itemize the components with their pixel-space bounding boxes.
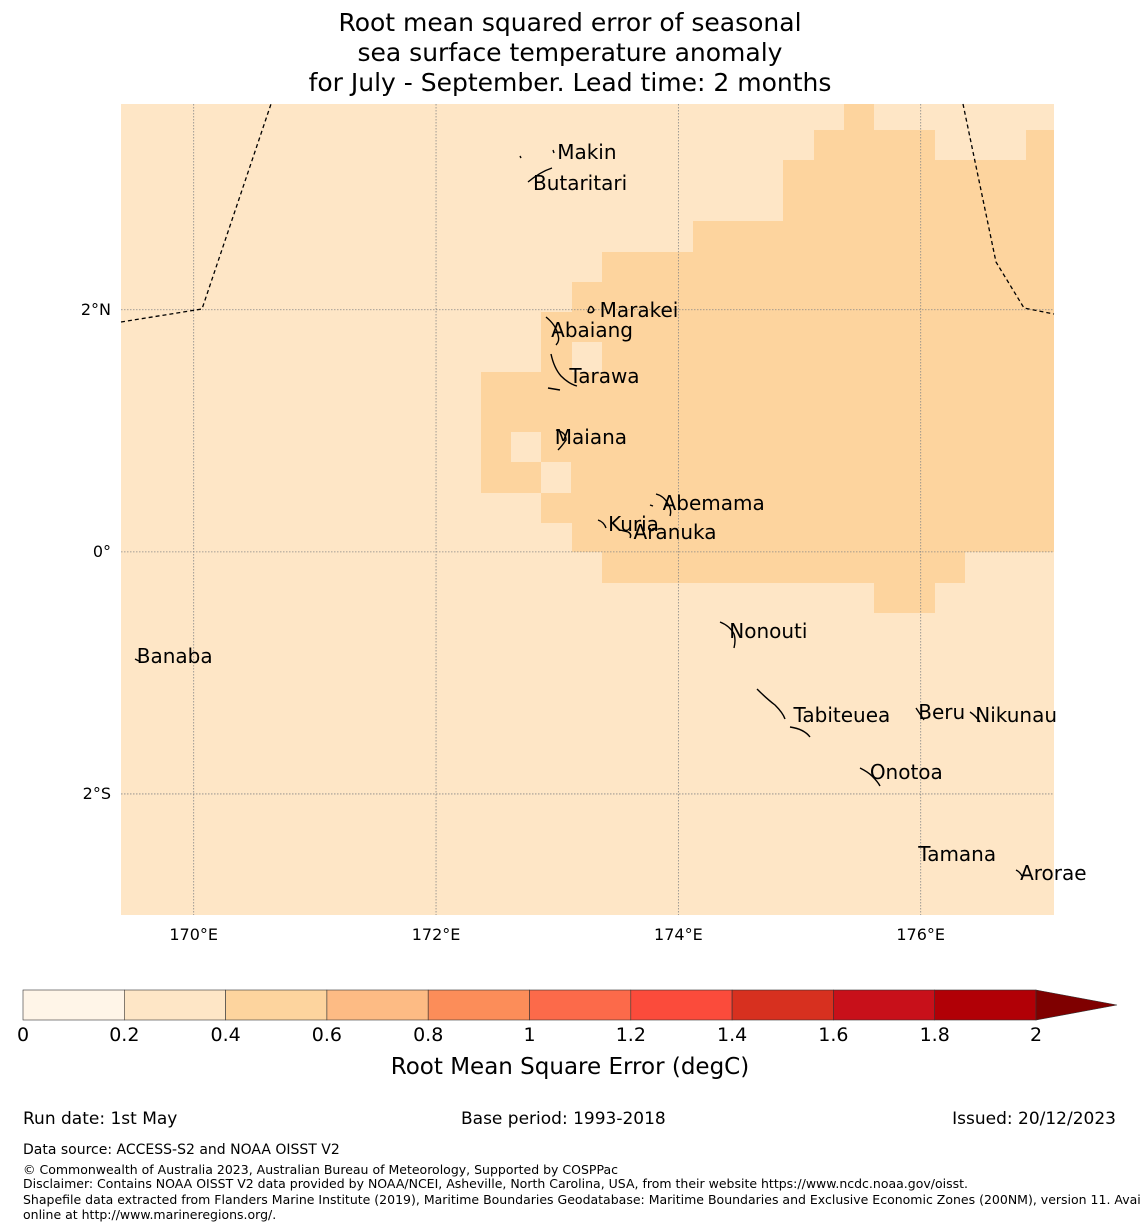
rmse-cell-low <box>572 342 602 372</box>
colorbar-segment <box>529 989 632 1021</box>
colorbar-tick-label: 1.4 <box>716 1024 748 1046</box>
island-label-makin: Makin <box>557 140 617 165</box>
island-label-kuria: Kuria <box>608 512 659 537</box>
colorbar-segment <box>225 989 328 1021</box>
colorbar-segment <box>326 989 429 1021</box>
disclaimer: Disclaimer: Contains NOAA OISST V2 data … <box>23 1176 968 1191</box>
island-label-abaiang: Abaiang <box>551 318 633 343</box>
island-label-nonouti: Nonouti <box>729 618 808 643</box>
colorbar-tick-label: 0.8 <box>413 1024 444 1046</box>
island-outline <box>519 155 522 159</box>
colorbar-title: Root Mean Square Error (degC) <box>390 1054 750 1080</box>
copyright: © Commonwealth of Australia 2023, Austra… <box>23 1162 618 1177</box>
island-label-butaritari: Butaritari <box>532 170 628 195</box>
island-label-tamana: Tamana <box>918 842 997 867</box>
island-label-marakei: Marakei <box>599 297 679 322</box>
island-outline <box>555 429 567 451</box>
colorbar-tick-label: 0 <box>16 1024 30 1046</box>
island-label-arorae: Arorae <box>1020 860 1087 885</box>
shapefile-note: Shapefile data extracted from Flanders M… <box>23 1192 1140 1207</box>
island-outline <box>649 504 654 507</box>
colorbar-segment <box>833 989 936 1021</box>
island-label-abemama: Abemama <box>662 491 765 516</box>
lon-tick-label: 176°E <box>896 925 946 944</box>
colorbar-extend-arrow <box>1035 989 1118 1021</box>
island-label-banaba: Banaba <box>136 643 213 668</box>
colorbar-segment <box>731 989 834 1021</box>
island-outline <box>547 387 561 391</box>
island-label-tarawa: Tarawa <box>569 364 640 389</box>
rmse-cell-low <box>541 462 571 493</box>
title-line-3: for July - September. Lead time: 2 month… <box>308 68 832 97</box>
island-label-nikunau: Nikunau <box>975 703 1058 728</box>
eez-boundary-west <box>120 103 272 323</box>
colorbar-segment <box>630 989 733 1021</box>
colorbar-tick-label: 0.4 <box>210 1024 241 1046</box>
colorbar-segment <box>934 989 1037 1021</box>
data-source: Data source: ACCESS-S2 and NOAA OISST V2 <box>23 1142 340 1158</box>
island-outline <box>552 149 555 154</box>
lon-tick-label: 174°E <box>654 925 703 944</box>
colorbar-segment <box>22 989 125 1021</box>
colorbar-tick-label: 0.2 <box>109 1024 140 1046</box>
colorbar-tick-label: 0.6 <box>311 1024 342 1046</box>
island-label-aranuka: Aranuka <box>633 520 717 545</box>
island-outline <box>859 767 881 787</box>
island-label-beru: Beru <box>918 699 966 724</box>
island-label-tabiteuea: Tabiteuea <box>793 703 891 728</box>
island-outline <box>969 711 981 723</box>
title-line-2: sea surface temperature anomaly <box>357 38 783 67</box>
island-outline <box>915 707 925 721</box>
island-outline <box>550 353 578 387</box>
island-outline <box>527 167 553 183</box>
shapefile-note-cont: online at http://www.marineregions.org/. <box>23 1207 277 1222</box>
colorbar-tick-label: 1.2 <box>615 1024 646 1046</box>
island-outline <box>756 688 786 720</box>
lon-tick-label: 172°E <box>411 925 461 944</box>
colorbar-tick-label: 1 <box>523 1024 536 1046</box>
island-outline <box>619 529 632 539</box>
island-label-onotoa: Onotoa <box>869 760 943 785</box>
lat-tick-label: 0° <box>92 541 111 561</box>
island-outline <box>597 519 607 529</box>
island-outline <box>545 316 560 346</box>
island-outline <box>719 621 736 649</box>
lon-tick-label: 170°E <box>169 925 219 944</box>
chart-title: Root mean squared error of seasonal sea … <box>0 8 1140 98</box>
rmse-cell-low <box>511 432 541 462</box>
eez-boundary-east <box>962 103 1055 315</box>
colorbar-tick-label: 1.6 <box>818 1024 849 1046</box>
base-period: Base period: 1993-2018 <box>461 1109 666 1129</box>
island-outline <box>1015 869 1023 877</box>
run-date: Run date: 1st May <box>23 1109 178 1129</box>
rmse-band-0.4-0.6 <box>481 104 1054 613</box>
colorbar-tick-label: 2 <box>1029 1024 1043 1046</box>
colorbar-segment <box>427 989 530 1021</box>
island-outline <box>134 658 140 662</box>
island-outline <box>655 493 672 517</box>
lat-tick-label: 2°S <box>82 783 111 803</box>
title-line-1: Root mean squared error of seasonal <box>338 8 802 37</box>
island-outline <box>789 726 811 738</box>
issued-date: Issued: 20/12/2023 <box>952 1109 1116 1129</box>
island-outline <box>587 305 595 314</box>
colorbar-tick-label: 1.8 <box>919 1024 950 1046</box>
lat-tick-label: 2°N <box>80 299 111 319</box>
island-label-maiana: Maiana <box>554 424 628 449</box>
colorbar-segment <box>124 989 226 1021</box>
